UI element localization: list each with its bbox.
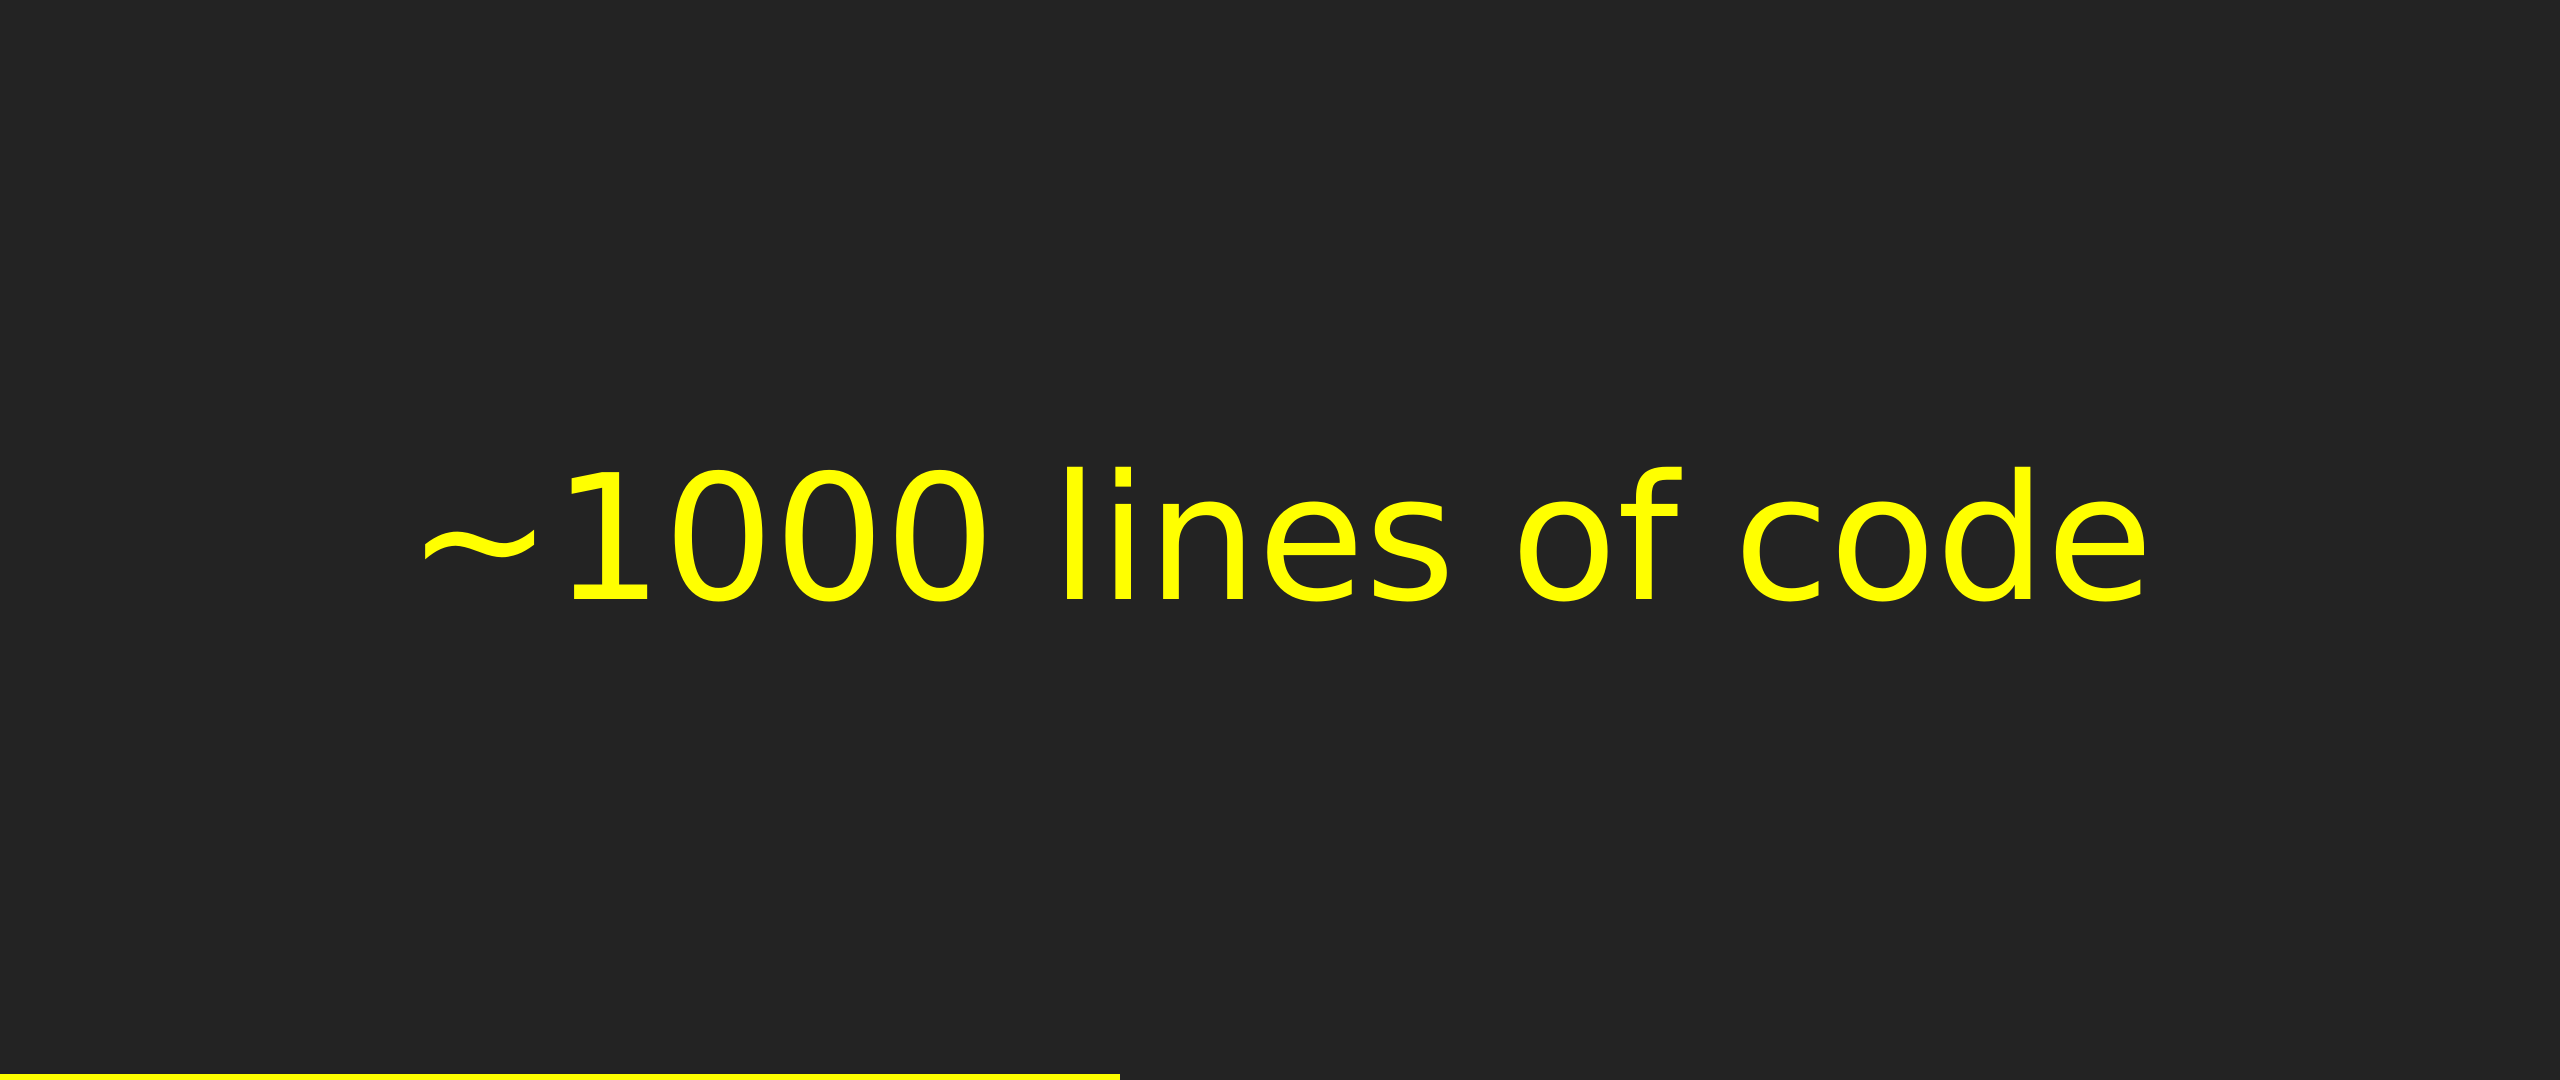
progress-bar-fill [0, 1074, 1120, 1080]
progress-bar [0, 1074, 2560, 1080]
